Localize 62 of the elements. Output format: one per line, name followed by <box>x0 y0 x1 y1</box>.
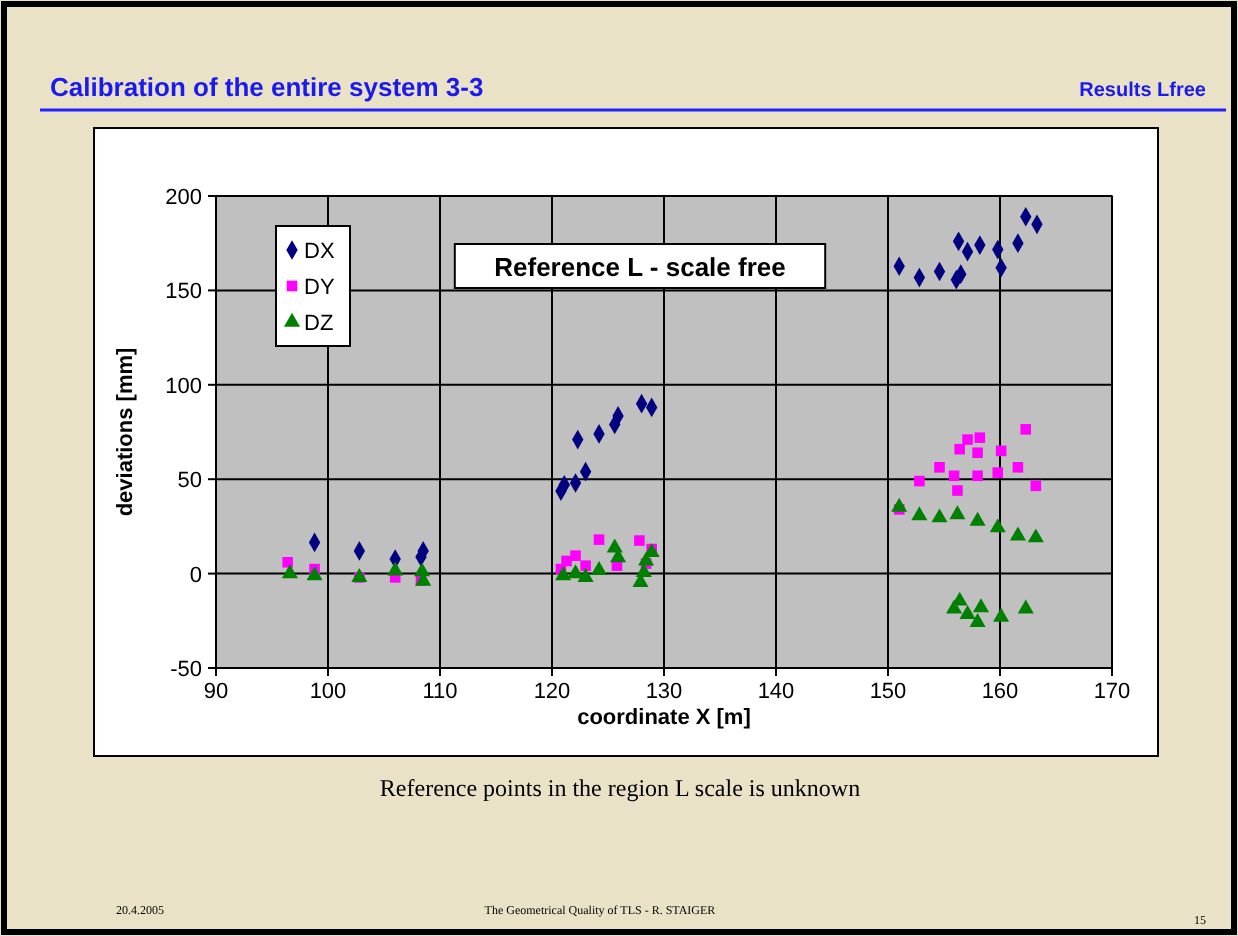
point <box>969 613 986 627</box>
point <box>1009 526 1026 541</box>
point <box>993 607 1010 622</box>
y-axis-title: deviations [mm] <box>114 346 138 517</box>
y-tick-label: 0 <box>189 563 202 588</box>
point <box>931 508 948 523</box>
chart-subtitle: Results Lfree <box>1079 80 1207 102</box>
x-tick-label: 140 <box>757 680 795 704</box>
legend-label: DY <box>304 276 336 300</box>
point <box>1017 599 1034 614</box>
point <box>387 561 404 576</box>
point <box>306 566 323 581</box>
point <box>555 566 572 581</box>
point <box>591 561 608 576</box>
point <box>934 462 945 473</box>
chart-title: Calibration of the entire system 3-3 <box>50 72 484 102</box>
x-tick-label: 160 <box>981 680 1019 704</box>
point <box>1012 462 1024 473</box>
point <box>567 564 584 579</box>
point <box>992 467 1004 478</box>
point <box>593 534 605 545</box>
y-tick-label: 150 <box>165 280 202 305</box>
x-tick-label: 130 <box>645 680 683 704</box>
point <box>635 563 652 578</box>
legend-label: DX <box>304 240 336 264</box>
point <box>952 485 963 496</box>
point <box>891 497 908 512</box>
annotation: Reference L - scale free <box>494 252 786 282</box>
legend-label: DZ <box>304 312 334 336</box>
point <box>1027 528 1044 543</box>
x-tick-label: 90 <box>203 680 229 704</box>
x-tick-label: 100 <box>309 680 347 704</box>
point <box>282 556 293 568</box>
point <box>949 505 966 520</box>
point <box>281 564 298 579</box>
x-tick-label: 110 <box>422 680 458 704</box>
y-tick-label: -50 <box>170 658 202 682</box>
point <box>954 443 965 455</box>
x-tick-label: 170 <box>1093 680 1131 704</box>
point <box>972 598 989 613</box>
point <box>959 605 976 620</box>
point <box>972 447 983 459</box>
y-tick-label: 200 <box>165 186 202 210</box>
point <box>972 470 983 482</box>
point <box>570 550 581 561</box>
y-tick-label: 50 <box>177 469 202 494</box>
x-axis-title: coordinate X [m] <box>577 706 752 730</box>
x-tick-label: 120 <box>533 680 571 704</box>
y-tick-label: 100 <box>165 374 202 399</box>
point <box>634 535 645 546</box>
x-tick-label: 150 <box>869 680 907 704</box>
point <box>989 518 1006 533</box>
point <box>580 560 591 571</box>
point <box>969 511 986 526</box>
point <box>1020 424 1032 435</box>
point <box>914 475 925 487</box>
point <box>911 506 928 521</box>
point <box>962 434 973 445</box>
point <box>946 599 963 614</box>
point <box>974 432 986 443</box>
text: Reference points in the region L scale is unknown <box>379 774 861 802</box>
point <box>577 568 594 583</box>
